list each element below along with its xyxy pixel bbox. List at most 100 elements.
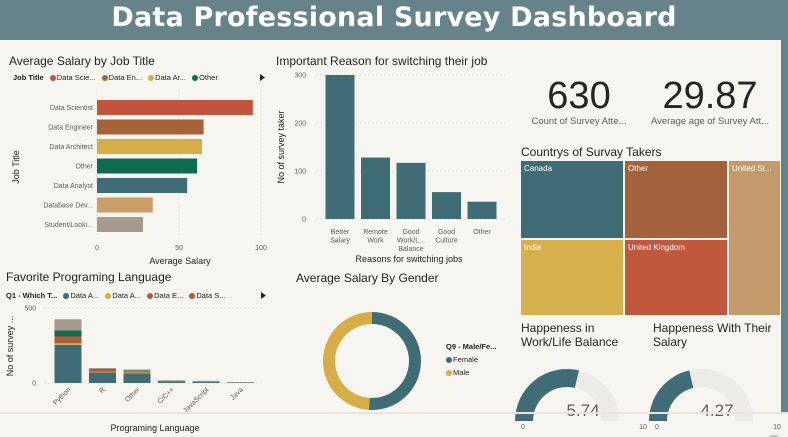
y-axis-label: No of survey ... [5, 316, 15, 377]
bar [97, 158, 198, 174]
bar [361, 157, 390, 219]
treemap-tile-united-states[interactable]: United St... [728, 160, 781, 316]
legend-dot [105, 292, 112, 299]
legend-item-other[interactable]: Other [188, 73, 218, 82]
gauge-max: 10 [773, 424, 781, 431]
gauge-fill [649, 370, 694, 421]
gauge-fill [515, 369, 579, 421]
tick-label: JavaScript [182, 386, 210, 414]
tick-label: Python [52, 386, 72, 406]
tick-label: Other [473, 229, 491, 236]
happiness-worklife-gauge: 5.74 0 10 [515, 369, 647, 431]
gender-salary-title: Average Salary By Gender [296, 271, 439, 285]
bar [467, 201, 497, 219]
legend-item-data-engineer[interactable]: Data En... [98, 73, 142, 82]
countries-title: Countrys of Survay Takers [521, 145, 662, 159]
fav-language-chart: 0 500 Python R Other C/C++ JavaScript Java Progr… [5, 306, 262, 433]
tick-label: Salary [330, 238, 350, 245]
tick-label: 500 [24, 306, 36, 313]
gauge-min: 0 [655, 424, 659, 431]
tick-label: Culture [435, 238, 458, 245]
legend-item-data-architect[interactable]: Data A... [101, 291, 141, 300]
bar-segment [123, 371, 151, 372]
legend-next-arrow-icon[interactable] [259, 291, 269, 301]
tick-label: Better [331, 229, 350, 236]
switch-reason-title: Important Reason for switching their job [276, 54, 488, 68]
treemap-tile-other[interactable]: Other [624, 160, 728, 239]
donut-slice [322, 312, 372, 410]
scrollbar[interactable] [770, 435, 778, 437]
legend-item-male[interactable]: Male [446, 366, 496, 379]
treemap-tile-united-kingdom[interactable]: United Kingdom [624, 239, 728, 316]
bar [97, 217, 143, 232]
legend-next-arrow-icon[interactable] [258, 73, 268, 83]
tick-label: Data Engineer [48, 125, 93, 132]
tick-label: Work [367, 238, 384, 245]
tick-label: Data Scientist [50, 105, 93, 112]
tick-label: 0 [95, 245, 99, 252]
legend-dot [192, 74, 199, 81]
tick-label: Data Architect [49, 144, 93, 151]
gauge-max: 10 [639, 424, 647, 431]
kpi-label: Count of Survey Atte... [531, 116, 627, 127]
x-axis-label: Reasons for switching jobs [355, 254, 463, 264]
bar-segment [54, 343, 82, 345]
tick-label: Good [402, 229, 419, 236]
bar [432, 192, 461, 219]
tick-label: 0 [32, 381, 36, 388]
donut-slice [368, 312, 421, 410]
bar [396, 162, 426, 219]
tick-label: 300 [294, 73, 306, 80]
legend-dot [49, 74, 56, 81]
legend-item-data-engineer[interactable]: Data E... [143, 291, 183, 300]
happiness-salary-title: Happeness With Their Salary [653, 321, 772, 349]
legend-item-data-scientist[interactable]: Data S... [185, 291, 226, 300]
tick-label: Remote [363, 229, 388, 236]
dashboard-title: Data Professional Survey Dashboard [0, 0, 788, 40]
switch-reason-chart: 0 100 200 300 Better Salary Remote Work Good Work… [276, 73, 505, 264]
treemap-tile-india[interactable]: India [520, 239, 624, 316]
fav-language-title: Favorite Programing Language [6, 270, 172, 284]
kpi-value: 29.87 [662, 75, 758, 117]
legend-dot [147, 292, 154, 299]
legend-dot [63, 292, 70, 299]
bar-segment [123, 371, 151, 373]
bar-segment [123, 369, 151, 371]
legend-item-data-analyst[interactable]: Data A... [59, 291, 99, 300]
tick-label: C/C++ [157, 386, 176, 405]
treemap-tile-canada[interactable]: Canada [520, 160, 624, 239]
legend-item-female[interactable]: Female [446, 353, 496, 366]
tick-label: R [98, 386, 107, 395]
kpi-survey-count: 630 Count of Survey Atte... [520, 76, 638, 127]
tick-label: 0 [302, 217, 306, 224]
legend-item-data-scientist[interactable]: Data Scie... [46, 73, 96, 82]
legend-dot [148, 74, 155, 81]
tick-label: 50 [175, 245, 183, 252]
x-axis-label: Average Salary [149, 256, 211, 266]
legend-dot [101, 74, 108, 81]
legend-dot [446, 356, 452, 363]
legend-title: Q9 - Male/Fe... [446, 342, 497, 351]
gauge-min: 0 [521, 424, 525, 431]
bar-segment [54, 319, 82, 331]
bar [97, 139, 202, 154]
legend-dot [446, 369, 452, 376]
gender-legend: Q9 - Male/Fe... Female Male [446, 340, 496, 379]
legend-item-data-architect[interactable]: Data Ar... [144, 73, 186, 82]
bar [97, 178, 188, 193]
tick-label: Student/Looki... [44, 222, 93, 229]
bar [97, 197, 153, 213]
tick-label: Java [230, 386, 245, 401]
tick-label: Balance [398, 246, 423, 253]
bar-segment [158, 381, 185, 383]
bar-segment [54, 336, 82, 340]
bar [97, 119, 204, 135]
kpi-label: Average age of Survey Att... [650, 116, 770, 127]
bar [97, 100, 253, 115]
kpi-average-age: 29.87 Average age of Survey Att... [638, 76, 782, 127]
bar-segment [54, 339, 82, 344]
legend-dot [189, 292, 196, 299]
legend-title: Q1 - Which T... [6, 291, 58, 300]
bar-segment [89, 372, 116, 383]
happiness-worklife-title: Happeness in Work/Life Balance [521, 321, 619, 349]
